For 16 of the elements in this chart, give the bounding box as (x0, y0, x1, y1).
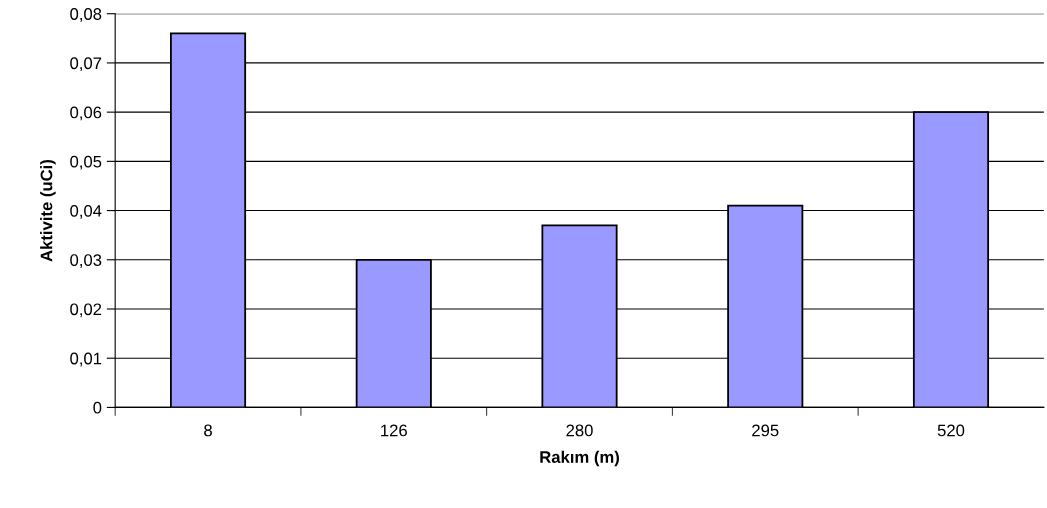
x-tick-label: 520 (937, 424, 965, 437)
y-tick-label: 0,03 (70, 254, 102, 268)
y-tick-label: 0,05 (70, 155, 102, 170)
y-tick-label: 0,04 (70, 204, 102, 219)
y-tick-label: 0 (93, 401, 102, 414)
x-tick-label: 280 (566, 424, 593, 437)
y-tick-label: 0,07 (70, 57, 102, 72)
x-tick-label: 8 (204, 424, 212, 437)
y-tick-label: 0,01 (70, 352, 102, 367)
y-tick-label: 0,02 (70, 303, 102, 318)
y-axis-title: Aktivite (uCi) (40, 160, 56, 262)
x-axis-title: Rakım (m) (540, 450, 619, 467)
y-tick-label: 0,08 (70, 8, 102, 22)
y-tick-label: 0,06 (70, 106, 102, 121)
x-tick-label: 295 (752, 424, 779, 437)
x-tick-label: 126 (381, 424, 407, 437)
